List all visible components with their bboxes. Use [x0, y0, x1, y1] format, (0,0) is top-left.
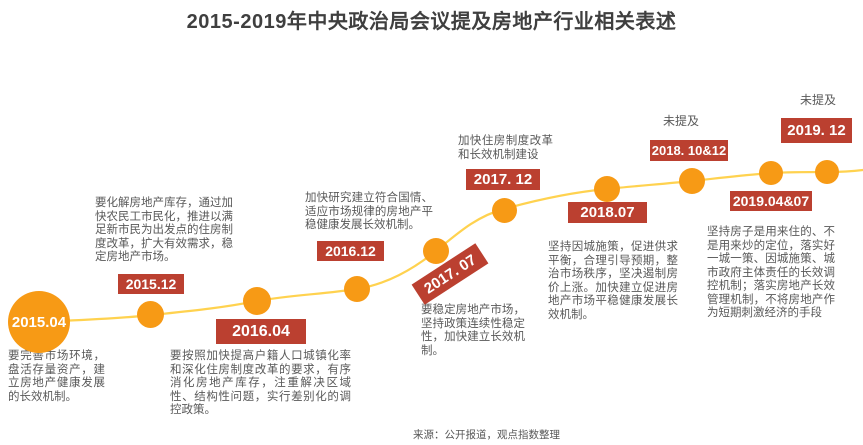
- timeline-dot-2017-07: [423, 238, 449, 264]
- timeline-note-2018-10-12: 未提及: [663, 114, 700, 128]
- timeline-desc-2016-12: 加快研究建立符合国情、适应市场规律的房地产平稳健康发展长效机制。: [305, 192, 433, 231]
- timeline-label-2016-12: 2016.12: [317, 241, 384, 261]
- timeline-note-2019-12: 未提及: [800, 93, 837, 107]
- timeline-dot-2017-12: [492, 198, 517, 223]
- timeline-dot-2018-07: [594, 176, 620, 202]
- source-note: 来源：公开报道，观点指数整理: [413, 429, 560, 441]
- timeline-dot-2019-04-07: [759, 161, 783, 185]
- timeline-label-2018-07: 2018.07: [568, 202, 647, 223]
- page-title: 2015-2019年中央政治局会议提及房地产行业相关表述: [186, 11, 677, 33]
- timeline-desc-2015-04: 要完善市场环境，盘活存量资产，建立房地产健康发展的长效机制。: [8, 350, 105, 403]
- timeline-label-2015-12: 2015.12: [118, 274, 184, 294]
- timeline-node-2015-04: 2015.04: [8, 291, 70, 353]
- timeline-dot-2016-04: [243, 287, 271, 315]
- timeline-label-2019-04-07: 2019.04&07: [730, 191, 812, 211]
- timeline-desc-2015-12: 要化解房地产库存，通过加快农民工市民化，推进以满足新市民为出发点的住房制度改革，…: [95, 197, 233, 263]
- timeline-dot-2015-12: [137, 301, 164, 328]
- timeline-label-2016-04: 2016.04: [216, 319, 306, 344]
- timeline-dot-2016-12: [344, 276, 370, 302]
- timeline-label-2017-12: 2017. 12: [466, 169, 540, 190]
- timeline-desc-2019-04-07: 坚持房子是用来住的、不是用来炒的定位，落实好一城一策、因城施策、城市政府主体责任…: [707, 226, 835, 319]
- timeline-desc-2018-07: 坚持因城施策，促进供求平衡，合理引导预期，整治市场秩序，坚决遏制房价上涨。加快建…: [548, 241, 678, 321]
- timeline-desc-2017-12: 加快住房制度改革和长效机制建设: [458, 135, 553, 161]
- timeline-dot-2018-10-12: [679, 168, 705, 194]
- timeline-label-2019-12: 2019. 12: [781, 118, 852, 143]
- timeline-desc-2017-07: 要稳定房地产市场，坚持政策连续性稳定性，加快建立长效机制。: [421, 304, 525, 357]
- timeline-dot-2019-12: [815, 160, 839, 184]
- timeline-desc-2016-04: 要按照加快提高户籍人口城镇化率和深化住房制度改革的要求，有序消化房地产库存，注重…: [170, 350, 351, 416]
- timeline-label-2018-10-12: 2018. 10&12: [650, 140, 728, 161]
